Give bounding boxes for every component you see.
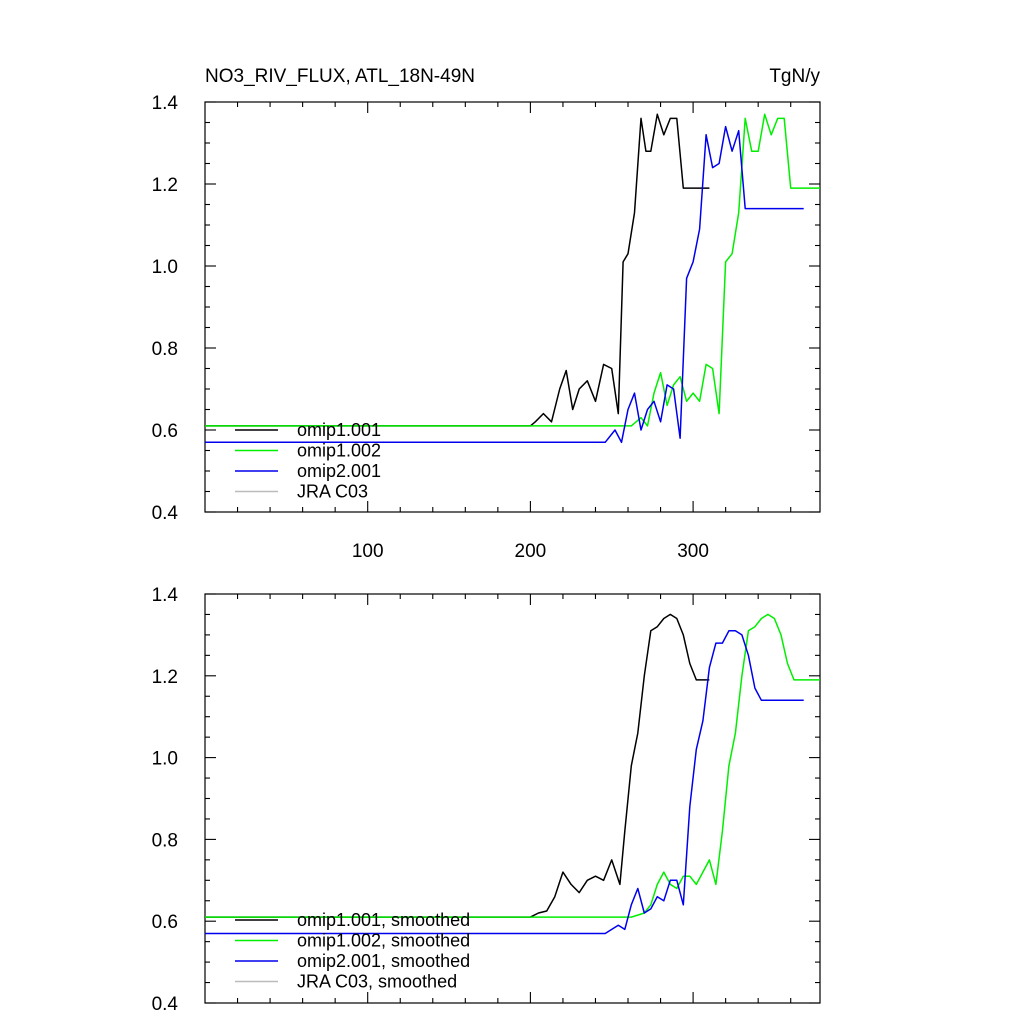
y-tick-label: 1.4 xyxy=(152,585,179,606)
y-tick-label: 0.6 xyxy=(152,912,178,933)
y-tick-label: 0.8 xyxy=(152,830,178,851)
y-tick-label: 1.4 xyxy=(152,93,179,114)
y-tick-label: 0.4 xyxy=(152,503,179,524)
x-tick-label: 200 xyxy=(515,541,547,562)
legend-label: JRA C03 xyxy=(297,482,368,502)
legend-label: omip1.002, smoothed xyxy=(297,931,470,951)
legend-label: omip2.001, smoothed xyxy=(297,951,470,971)
series-line-1 xyxy=(205,113,820,427)
y-tick-label: 1.0 xyxy=(152,257,178,278)
y-tick-label: 0.6 xyxy=(152,421,178,442)
x-tick-label: 100 xyxy=(352,541,384,562)
y-tick-label: 1.2 xyxy=(152,175,178,196)
series-line-1 xyxy=(205,613,820,918)
legend-label: omip1.001, smoothed xyxy=(297,910,470,930)
legend-label: omip2.001 xyxy=(297,461,381,481)
legend-label: JRA C03, smoothed xyxy=(297,972,457,992)
series-line-2 xyxy=(205,630,804,935)
series-line-0 xyxy=(205,113,710,427)
y-tick-label: 0.4 xyxy=(152,994,179,1015)
series-line-2 xyxy=(205,125,804,444)
legend-label: omip1.001 xyxy=(297,420,381,440)
x-tick-label: 300 xyxy=(677,541,709,562)
legend-label: omip1.002 xyxy=(297,441,381,461)
chart-title: NO3_RIV_FLUX, ATL_18N-49N xyxy=(205,66,475,87)
y-tick-label: 0.8 xyxy=(152,339,178,360)
y-tick-label: 1.0 xyxy=(152,749,178,770)
chart-units: TgN/y xyxy=(769,66,820,87)
y-tick-label: 1.2 xyxy=(152,667,178,688)
series-line-0 xyxy=(205,613,710,918)
